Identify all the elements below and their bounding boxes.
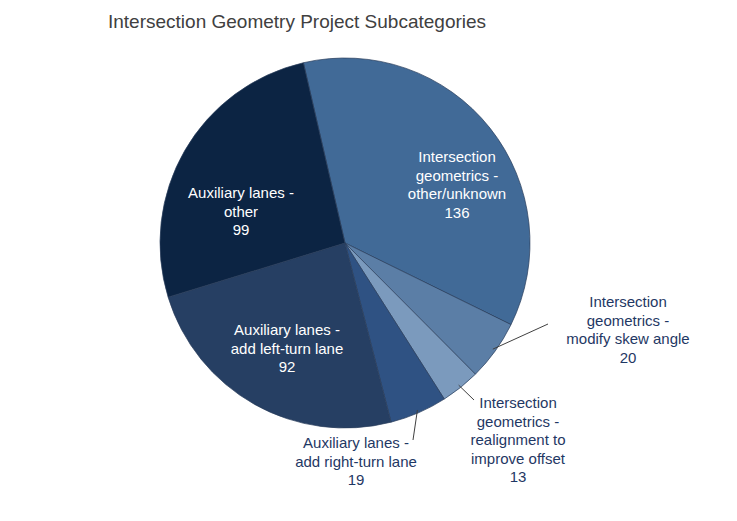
data-label: 20 bbox=[620, 349, 637, 366]
slices bbox=[160, 58, 530, 428]
category-label: Auxiliary lanes -add left-turn lane bbox=[231, 321, 344, 357]
pie-slice bbox=[160, 63, 345, 297]
leader-line bbox=[413, 410, 417, 440]
chart: Intersection Geometry Project Subcategor… bbox=[0, 0, 737, 521]
category-label: Intersectiongeometrics -other/unknown bbox=[408, 148, 506, 202]
category-label: Intersectiongeometrics -modify skew angl… bbox=[566, 293, 689, 347]
data-label: 136 bbox=[444, 204, 469, 221]
leader-line bbox=[459, 385, 474, 400]
data-label: 19 bbox=[348, 471, 365, 488]
category-label: Auxiliary lanes -add right-turn lane bbox=[295, 434, 417, 470]
data-label: 92 bbox=[279, 358, 296, 375]
data-label: 13 bbox=[510, 468, 527, 485]
leader-line bbox=[493, 324, 548, 349]
category-label: Intersectiongeometrics -realignment toim… bbox=[470, 394, 565, 467]
data-label: 99 bbox=[233, 221, 250, 238]
category-label: Auxiliary lanes -other bbox=[188, 184, 294, 220]
labels: Intersectiongeometrics -other/unknown 136… bbox=[188, 148, 690, 488]
title: Intersection Geometry Project Subcategor… bbox=[108, 11, 486, 32]
